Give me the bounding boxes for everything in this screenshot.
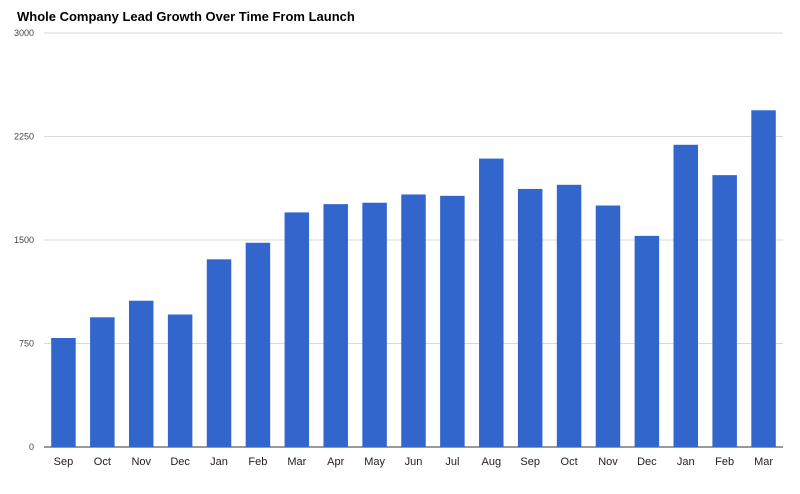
x-tick-label: Sep — [520, 456, 540, 468]
y-axis-ticks: 0 750 1500 2250 3000 — [14, 28, 34, 452]
x-tick-label: Oct — [561, 456, 578, 468]
bar — [90, 317, 115, 447]
y-tick-label: 2250 — [14, 132, 34, 142]
bar — [362, 202, 387, 447]
bars — [51, 110, 776, 448]
bar — [673, 144, 699, 447]
x-tick-label: Mar — [754, 456, 773, 468]
bar — [712, 175, 737, 447]
y-tick-label: 0 — [29, 442, 34, 452]
bar — [51, 337, 76, 447]
bar — [595, 205, 621, 447]
chart-title: Whole Company Lead Growth Over Time From… — [17, 9, 355, 24]
y-tick-label: 3000 — [14, 28, 34, 38]
x-tick-label: Feb — [715, 456, 734, 468]
bar — [245, 242, 271, 447]
bar — [401, 194, 426, 447]
bar — [634, 235, 660, 447]
bar — [284, 212, 310, 447]
bar — [517, 188, 543, 447]
x-tick-label: Oct — [94, 456, 111, 468]
x-tick-label: Sep — [54, 456, 74, 468]
x-tick-label: Nov — [598, 456, 618, 468]
x-tick-label: Jan — [677, 456, 695, 468]
x-tick-label: Jun — [405, 456, 423, 468]
bar — [556, 184, 582, 448]
y-tick-label: 1500 — [14, 235, 34, 245]
bar — [206, 259, 232, 447]
bar — [440, 195, 465, 447]
x-tick-label: Dec — [170, 456, 190, 468]
x-axis-ticks: Sep Oct Nov Dec Jan Feb Mar Apr May Jun Jul Aug Sep O… — [54, 456, 774, 468]
y-tick-label: 750 — [19, 339, 34, 349]
x-tick-label: Mar — [287, 456, 306, 468]
x-tick-label: Feb — [248, 456, 267, 468]
bar — [167, 314, 193, 447]
x-tick-label: Jan — [210, 456, 228, 468]
x-tick-label: Apr — [327, 456, 344, 468]
bar — [323, 204, 348, 447]
bar — [128, 300, 154, 447]
x-tick-label: May — [364, 456, 385, 468]
x-tick-label: Aug — [482, 456, 502, 468]
x-tick-label: Nov — [131, 456, 151, 468]
bar — [479, 158, 504, 447]
x-tick-label: Dec — [637, 456, 657, 468]
bar — [751, 110, 776, 447]
x-tick-label: Jul — [445, 456, 459, 468]
